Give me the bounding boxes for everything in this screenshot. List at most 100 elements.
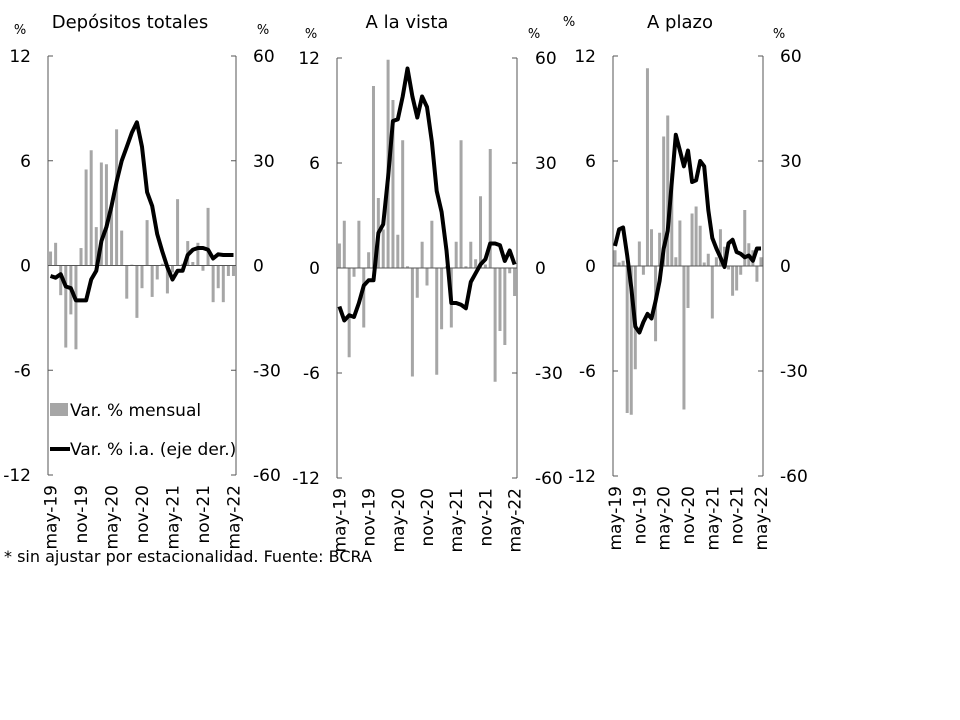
bar-monthly-change bbox=[381, 229, 385, 268]
left-axis-unit: % bbox=[305, 27, 317, 42]
bar-monthly-change bbox=[493, 268, 497, 382]
bar-monthly-change bbox=[49, 251, 53, 266]
right-axis-unit: % bbox=[528, 27, 540, 42]
x-tick-label: may-19 bbox=[330, 488, 350, 553]
bar-monthly-change bbox=[89, 150, 93, 266]
left-tick-label: -6 bbox=[579, 362, 596, 382]
bar-monthly-change bbox=[483, 264, 487, 268]
bar-monthly-change bbox=[406, 266, 410, 268]
legend-bar-label: Var. % mensual bbox=[70, 401, 201, 421]
right-axis-unit: % bbox=[257, 23, 269, 38]
left-tick-label: 12 bbox=[574, 47, 596, 67]
bar-monthly-change bbox=[508, 268, 512, 274]
line-yoy-change bbox=[49, 120, 234, 303]
left-tick-label: 12 bbox=[298, 49, 320, 69]
x-tick-label: may-22 bbox=[224, 485, 244, 550]
bar-monthly-change bbox=[759, 257, 763, 266]
bar-monthly-change bbox=[104, 164, 108, 266]
bar-monthly-change bbox=[150, 265, 154, 297]
bar-monthly-change bbox=[401, 140, 405, 268]
x-tick-label: nov-20 bbox=[418, 488, 438, 547]
bar-monthly-change bbox=[135, 265, 139, 318]
bar-monthly-change bbox=[216, 265, 220, 289]
right-tick-label: -30 bbox=[780, 362, 808, 382]
bar-monthly-change bbox=[140, 265, 144, 289]
bar-monthly-change bbox=[352, 268, 356, 277]
right-tick-label: 0 bbox=[535, 259, 546, 279]
x-tick-label: may-19 bbox=[606, 486, 626, 551]
bar-monthly-change bbox=[59, 265, 63, 296]
right-tick-label: 0 bbox=[253, 257, 264, 277]
x-tick-label: may-20 bbox=[103, 485, 123, 550]
x-tick-label: may-22 bbox=[506, 488, 526, 553]
bar-monthly-change bbox=[613, 250, 617, 266]
bar-monthly-change bbox=[347, 268, 351, 358]
right-tick-label: 30 bbox=[535, 154, 557, 174]
x-tick-label: may-20 bbox=[655, 486, 675, 551]
bar-monthly-change bbox=[342, 220, 346, 268]
line-yoy-change bbox=[613, 132, 761, 335]
bar-monthly-change bbox=[420, 241, 424, 268]
bar-monthly-change bbox=[367, 252, 371, 268]
right-tick-label: 0 bbox=[780, 257, 791, 277]
footnote: * sin ajustar por estacionalidad. Fuente… bbox=[4, 547, 372, 566]
bar-monthly-change bbox=[658, 232, 662, 266]
right-tick-label: 30 bbox=[253, 152, 275, 172]
bar-monthly-change bbox=[170, 265, 174, 273]
bar-monthly-change bbox=[469, 241, 473, 268]
right-tick-label: -30 bbox=[535, 364, 563, 384]
left-tick-label: 0 bbox=[20, 257, 31, 277]
bar-monthly-change bbox=[415, 268, 419, 298]
right-axis-unit: % bbox=[773, 27, 785, 42]
right-tick-label: 60 bbox=[253, 47, 275, 67]
legend-line-label: Var. % i.a. (eje der.) bbox=[70, 440, 236, 460]
bar-monthly-change bbox=[488, 149, 492, 268]
bar-monthly-change bbox=[702, 262, 706, 266]
right-tick-label: -30 bbox=[253, 361, 281, 381]
bar-monthly-change bbox=[678, 220, 682, 266]
bar-monthly-change bbox=[625, 266, 629, 413]
left-tick-label: 0 bbox=[309, 259, 320, 279]
bar-monthly-change bbox=[125, 265, 129, 299]
legend-bar-swatch bbox=[50, 403, 68, 416]
bar-monthly-change bbox=[670, 173, 674, 266]
bar-monthly-change bbox=[454, 241, 458, 268]
bar-monthly-change bbox=[337, 243, 341, 268]
bar-monthly-change bbox=[362, 268, 366, 328]
bar-monthly-change bbox=[513, 268, 517, 296]
bar-monthly-change bbox=[84, 169, 88, 266]
x-tick-label: may-22 bbox=[752, 486, 772, 551]
bar-monthly-change bbox=[435, 268, 439, 375]
bar-monthly-change bbox=[191, 262, 195, 266]
bar-monthly-change bbox=[64, 265, 68, 348]
bar-monthly-change bbox=[440, 268, 444, 330]
bar-monthly-change bbox=[430, 220, 434, 268]
x-tick-label: nov-21 bbox=[728, 486, 748, 545]
x-tick-label: may-20 bbox=[389, 488, 409, 553]
left-tick-label: 12 bbox=[9, 47, 31, 67]
bar-monthly-change bbox=[459, 140, 463, 268]
left-tick-label: 6 bbox=[309, 154, 320, 174]
panel-title: A la vista bbox=[366, 12, 449, 33]
bar-monthly-change bbox=[211, 265, 215, 303]
bar-monthly-change bbox=[79, 248, 83, 266]
bar-monthly-change bbox=[120, 230, 124, 266]
bar-monthly-change bbox=[74, 265, 78, 350]
bar-monthly-change bbox=[160, 263, 164, 266]
left-axis-unit: % bbox=[563, 15, 575, 30]
bar-monthly-change bbox=[226, 265, 230, 276]
x-tick-label: may-21 bbox=[703, 486, 723, 551]
bar-monthly-change bbox=[464, 266, 468, 268]
x-tick-label: nov-20 bbox=[679, 486, 699, 545]
bar-monthly-change bbox=[674, 257, 678, 266]
bar-monthly-change bbox=[686, 266, 690, 308]
bar-monthly-change bbox=[698, 225, 702, 266]
panel-title: Depósitos totales bbox=[52, 12, 209, 33]
left-tick-label: 0 bbox=[585, 257, 596, 277]
bar-monthly-change bbox=[498, 268, 502, 331]
bar-monthly-change bbox=[650, 229, 654, 266]
bar-monthly-change bbox=[718, 229, 722, 266]
bar-monthly-change bbox=[731, 266, 735, 296]
left-tick-label: -6 bbox=[14, 361, 31, 381]
